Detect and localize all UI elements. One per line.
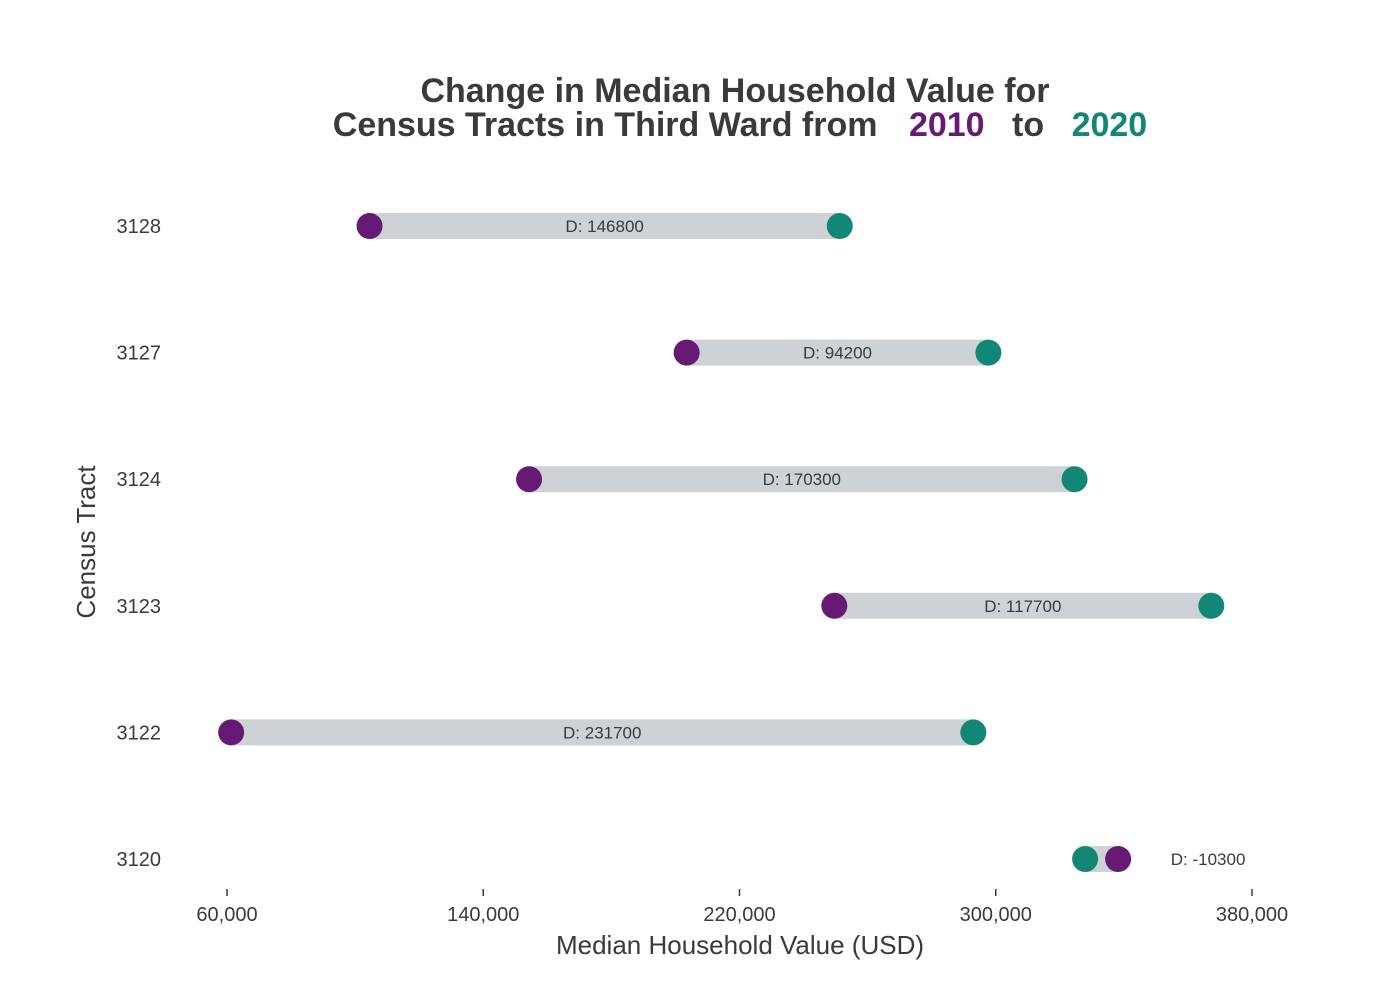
point-2010 xyxy=(673,339,700,366)
point-2020 xyxy=(960,719,987,746)
tract-row-3123: 3123 D: 117700 xyxy=(117,592,1225,619)
change-bar xyxy=(686,339,989,366)
x-tick-label: 380,000 xyxy=(1216,904,1288,926)
point-2020 xyxy=(1072,846,1099,872)
y-axis-title: Census Tract xyxy=(71,465,101,619)
x-tick-label: 140,000 xyxy=(447,904,519,926)
y-tick-label: 3120 xyxy=(117,849,162,871)
point-2020 xyxy=(1061,466,1088,493)
difference-label: D: -10300 xyxy=(1171,850,1246,869)
point-2010 xyxy=(356,213,383,239)
change-bar xyxy=(834,592,1212,619)
point-2020 xyxy=(975,339,1002,366)
title-year-2010: 2010 xyxy=(909,106,985,144)
difference-label: D: 117700 xyxy=(984,597,1061,616)
difference-label: D: 231700 xyxy=(563,723,641,742)
point-2010 xyxy=(1105,846,1132,872)
change-bar xyxy=(369,213,840,239)
tract-row-3127: 3127 D: 94200 xyxy=(117,339,1002,366)
x-tick-label: 220,000 xyxy=(703,904,775,926)
x-tick-label: 300,000 xyxy=(960,904,1032,926)
chart-title: Change in Median Household Value for Cen… xyxy=(333,72,1147,144)
point-2020 xyxy=(826,213,853,239)
title-connector: to xyxy=(1012,106,1044,144)
tract-row-3128: 3128 D: 146800 xyxy=(117,213,853,239)
point-2020 xyxy=(1198,592,1225,619)
change-bar xyxy=(529,466,1075,493)
y-tick-label: 3127 xyxy=(117,343,162,365)
y-tick-label: 3122 xyxy=(117,722,162,744)
title-prefix: Census Tracts in Third Ward from xyxy=(333,106,878,144)
x-axis-title: Median Household Value (USD) xyxy=(556,930,924,960)
title-year-2020: 2020 xyxy=(1072,106,1148,144)
point-2010 xyxy=(821,592,848,619)
difference-label: D: 146800 xyxy=(565,217,643,236)
tract-row-3122: 3122 D: 231700 xyxy=(117,719,987,746)
y-tick-label: 3128 xyxy=(117,216,162,238)
x-tick-label: 60,000 xyxy=(196,904,257,926)
chart-title-line-1: Change in Median Household Value for xyxy=(420,72,1049,110)
chart-title-line-2: Census Tracts in Third Ward from 2010 to… xyxy=(333,106,1147,144)
point-2010 xyxy=(218,719,245,746)
y-tick-label: 3123 xyxy=(117,596,162,618)
difference-label: D: 94200 xyxy=(803,344,872,363)
y-tick-label: 3124 xyxy=(117,469,162,491)
point-2010 xyxy=(516,466,543,493)
x-axis-ticks: 60,000 140,000 220,000 300,000 380,000 xyxy=(196,889,1288,926)
difference-label: D: 170300 xyxy=(763,470,841,489)
tract-row-3120: 3120 D: -10300 xyxy=(117,846,1246,872)
change-bar xyxy=(231,719,974,746)
tract-row-3124: 3124 D: 170300 xyxy=(117,466,1088,493)
